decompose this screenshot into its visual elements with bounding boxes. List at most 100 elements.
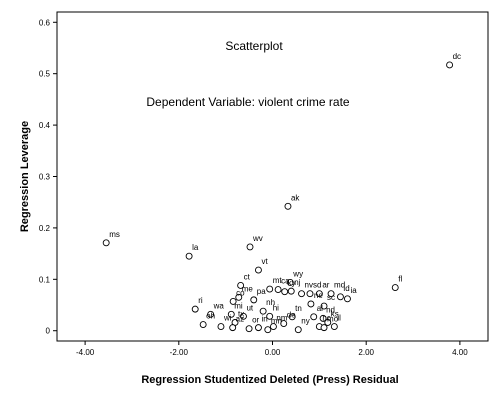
y-axis-title: Regression Leverage	[19, 121, 31, 232]
x-tick-label: 0.00	[265, 348, 281, 357]
y-tick-label: 0.2	[39, 224, 51, 233]
data-point-nm	[269, 323, 277, 331]
data-point-wi	[217, 323, 225, 331]
data-point-id	[336, 293, 344, 301]
data-point-ms	[102, 239, 110, 247]
data-point-nj	[287, 287, 295, 295]
data-point-la	[185, 252, 193, 260]
point-label-ks: ks	[331, 309, 339, 318]
data-point-ia	[344, 295, 351, 303]
point-label-pa: pa	[257, 287, 266, 296]
data-point-il	[330, 323, 338, 331]
data-point-pa	[250, 296, 258, 304]
data-point-ri	[191, 305, 199, 313]
data-point-fl	[391, 284, 399, 291]
point-label-ct: ct	[244, 272, 251, 281]
point-label-az: az	[236, 315, 244, 324]
point-label-ia: ia	[350, 286, 357, 295]
data-point-nv	[298, 290, 305, 298]
data-point-az	[229, 324, 237, 332]
data-point-de	[280, 320, 288, 327]
chart-subtitle: Dependent Variable: violent crime rate	[146, 95, 350, 109]
point-label-nc: nc	[322, 314, 330, 323]
point-label-vt: vt	[261, 257, 268, 266]
y-tick-label: 0.3	[39, 173, 51, 182]
point-label-ms: ms	[109, 230, 120, 239]
data-point-mi	[227, 310, 235, 318]
data-point-ct	[237, 282, 245, 289]
point-label-wv: wv	[252, 234, 263, 243]
data-point-md	[327, 290, 335, 298]
x-tick-label: 4.00	[452, 348, 468, 357]
y-tick-label: 0.1	[39, 275, 51, 284]
point-label-co: co	[236, 288, 245, 297]
data-point-dc	[446, 61, 454, 69]
x-tick-label: 2.00	[358, 348, 374, 357]
point-label-dc: dc	[453, 52, 461, 61]
y-tick-label: 0.6	[39, 18, 51, 27]
point-label-or: or	[252, 316, 259, 325]
data-point-ne	[307, 300, 315, 308]
data-point-mn	[264, 326, 272, 334]
point-label-in: in	[261, 315, 267, 324]
y-tick-label: 0.5	[39, 70, 51, 79]
point-label-nd: nd	[326, 305, 335, 314]
data-point-ks	[324, 319, 332, 326]
data-point-wv	[246, 243, 254, 251]
point-label-mn: mn	[271, 317, 282, 326]
data-point-ca	[274, 286, 282, 294]
chart-title: Scatterplot	[225, 39, 283, 53]
y-tick-label: 0	[46, 327, 51, 336]
data-point-me	[235, 293, 243, 301]
x-tick-label: -2.00	[170, 348, 189, 357]
data-point-wa	[207, 310, 215, 318]
point-label-wy: wy	[292, 269, 303, 278]
point-label-la: la	[192, 243, 199, 252]
data-point-hi	[266, 312, 274, 320]
point-label-md: md	[334, 281, 345, 290]
point-label-mo: mo	[327, 315, 339, 324]
data-point-co	[229, 297, 237, 305]
data-point-sd	[306, 290, 314, 298]
point-label-mi: mi	[234, 301, 243, 310]
point-label-sc: sc	[327, 293, 335, 302]
point-label-il: il	[337, 314, 341, 323]
point-label-de: de	[287, 311, 296, 320]
data-point-ky	[281, 288, 289, 296]
data-point-sc	[320, 302, 328, 310]
data-point-tn	[288, 313, 296, 321]
point-label-al: al	[317, 304, 323, 313]
data-point-in	[254, 324, 262, 332]
data-point-or	[245, 325, 253, 333]
data-point-ak	[284, 202, 292, 210]
point-label-ut: ut	[246, 303, 253, 312]
point-label-sd: sd	[313, 281, 321, 290]
point-label-ne: ne	[314, 291, 323, 300]
point-label-nv: nv	[305, 281, 313, 290]
data-point-al	[310, 313, 318, 321]
data-point-nd	[319, 314, 327, 322]
point-label-id: id	[343, 284, 349, 293]
point-label-nj: nj	[294, 278, 300, 287]
point-label-ar: ar	[322, 281, 329, 290]
point-label-hi: hi	[273, 303, 279, 312]
data-point-oh	[199, 321, 207, 328]
x-tick-label: -4.00	[76, 348, 95, 357]
data-point-mt	[266, 285, 274, 293]
point-label-nh: nh	[266, 298, 275, 307]
point-label-ri: ri	[198, 296, 203, 305]
data-point-ar	[315, 290, 323, 298]
point-label-wa: wa	[213, 301, 225, 310]
y-tick-label: 0.4	[39, 121, 51, 130]
data-point-ut	[240, 312, 247, 320]
point-label-mt: mt	[273, 276, 283, 285]
point-label-oh: oh	[206, 312, 215, 321]
data-point-ny	[294, 326, 302, 334]
x-axis-title: Regression Studentized Deleted (Press) R…	[141, 374, 398, 386]
point-label-me: me	[242, 284, 254, 293]
y-axis: 0 0.1 0.2 0.3 0.4 0.5 0.6	[39, 18, 57, 336]
